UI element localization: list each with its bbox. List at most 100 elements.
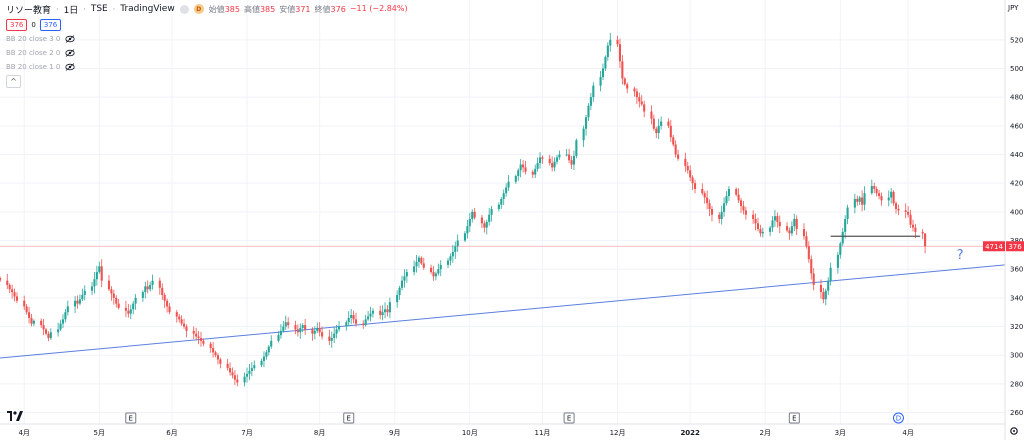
earnings-marker[interactable]: E [343, 412, 355, 424]
candle[interactable] [909, 209, 912, 229]
question-annotation[interactable]: ? [957, 248, 964, 263]
candle[interactable] [451, 244, 454, 263]
candle[interactable] [861, 190, 864, 212]
earnings-marker[interactable]: E [788, 412, 800, 424]
candle[interactable] [262, 351, 266, 368]
candle[interactable] [844, 215, 847, 239]
candle[interactable] [66, 300, 69, 316]
candle[interactable] [400, 275, 404, 291]
candle[interactable] [422, 257, 425, 270]
candle[interactable] [202, 338, 205, 347]
support-trendline[interactable] [0, 264, 1006, 359]
candle[interactable] [279, 324, 282, 339]
candle[interactable] [318, 322, 321, 337]
candle[interactable] [430, 264, 433, 275]
candle[interactable] [565, 148, 568, 157]
candle[interactable] [897, 204, 900, 216]
candle[interactable] [623, 77, 626, 86]
candle[interactable] [11, 284, 14, 299]
candle[interactable] [846, 204, 849, 225]
candle[interactable] [824, 288, 827, 306]
candle[interactable] [718, 212, 721, 224]
candle[interactable] [812, 268, 815, 291]
candle[interactable] [785, 222, 789, 233]
candle[interactable] [519, 159, 522, 178]
candle[interactable] [316, 322, 319, 334]
candle[interactable] [23, 295, 26, 311]
candle[interactable] [572, 150, 575, 171]
candle[interactable] [434, 271, 437, 281]
candle[interactable] [30, 313, 33, 327]
sell-price-button[interactable]: 376 [6, 19, 28, 31]
candle[interactable] [166, 298, 169, 313]
candle[interactable] [61, 314, 65, 329]
candle[interactable] [25, 304, 28, 315]
candle[interactable] [282, 320, 285, 333]
candle[interactable] [354, 312, 358, 327]
candle[interactable] [677, 149, 680, 161]
candle[interactable] [335, 325, 338, 339]
candle[interactable] [568, 148, 571, 163]
candle[interactable] [691, 175, 694, 190]
candle[interactable] [553, 157, 556, 172]
candle[interactable] [337, 320, 341, 332]
candle[interactable] [725, 191, 728, 206]
candle[interactable] [76, 295, 79, 309]
candle[interactable] [117, 298, 120, 310]
candle[interactable] [98, 261, 101, 274]
candle[interactable] [141, 290, 144, 302]
candle[interactable] [887, 190, 890, 207]
candle[interactable] [260, 358, 263, 368]
candle[interactable] [693, 179, 697, 194]
candle[interactable] [582, 125, 585, 148]
candle[interactable] [471, 209, 474, 223]
candle[interactable] [454, 241, 457, 260]
candle[interactable] [6, 273, 9, 289]
buy-price-button[interactable]: 376 [39, 19, 62, 31]
candle[interactable] [739, 198, 743, 213]
candle[interactable] [287, 317, 290, 329]
candle[interactable] [64, 308, 67, 323]
candle[interactable] [555, 154, 559, 165]
candle[interactable] [907, 206, 910, 218]
indicator-label[interactable]: BB 20 close 2 0 [6, 48, 61, 57]
candle[interactable] [875, 186, 878, 197]
candle[interactable] [369, 306, 372, 322]
candle[interactable] [468, 212, 471, 233]
candle[interactable] [701, 183, 704, 196]
candle[interactable] [161, 283, 164, 300]
candle[interactable] [660, 116, 663, 130]
candle[interactable] [209, 341, 212, 353]
candle[interactable] [601, 63, 605, 81]
candle[interactable] [178, 313, 181, 323]
candle[interactable] [226, 358, 229, 371]
candle[interactable] [449, 253, 452, 266]
candle[interactable] [756, 217, 760, 232]
candle[interactable] [720, 205, 723, 225]
candle[interactable] [40, 318, 43, 328]
candle[interactable] [759, 224, 762, 237]
candle[interactable] [182, 318, 186, 329]
symbol-name[interactable]: リソー教育 [6, 5, 52, 16]
candle[interactable] [531, 169, 534, 179]
candle[interactable] [727, 186, 730, 201]
candle[interactable] [350, 308, 353, 325]
candle[interactable] [212, 341, 215, 358]
candle[interactable] [810, 255, 813, 280]
candle[interactable] [795, 215, 798, 235]
candle[interactable] [921, 229, 924, 240]
candle[interactable] [32, 319, 35, 327]
candle[interactable] [199, 331, 203, 347]
candle[interactable] [328, 329, 331, 346]
candle[interactable] [505, 183, 508, 197]
candle[interactable] [621, 55, 624, 85]
candle[interactable] [592, 82, 595, 102]
candle[interactable] [604, 55, 607, 72]
candle[interactable] [522, 160, 525, 173]
candle[interactable] [379, 305, 382, 320]
candle[interactable] [371, 308, 374, 318]
candle[interactable] [822, 287, 825, 304]
candle[interactable] [134, 294, 137, 310]
candle[interactable] [735, 187, 738, 197]
